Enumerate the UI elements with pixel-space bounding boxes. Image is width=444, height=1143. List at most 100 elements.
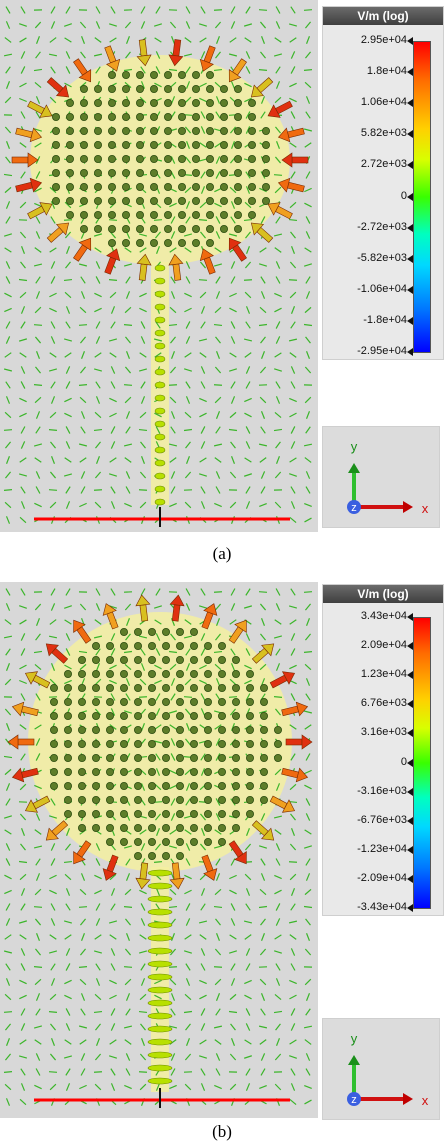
field-arrow-icon (109, 679, 117, 685)
colorbar-tick-marker-icon (407, 130, 413, 139)
field-arrow-icon (275, 6, 281, 14)
field-arrow-icon (230, 6, 236, 14)
field-dot-icon (78, 725, 87, 734)
field-dot-icon (66, 113, 75, 122)
field-arrow-icon (245, 486, 251, 494)
field-arrow-icon (215, 291, 221, 299)
field-arrow-icon (93, 1071, 103, 1073)
field-dot-icon (133, 781, 142, 790)
field-arrow-icon (304, 769, 312, 775)
field-arrow-icon (200, 6, 206, 14)
field-dot-icon (161, 781, 170, 790)
field-arrow-icon (184, 292, 192, 298)
field-arrow-icon (215, 813, 221, 821)
field-arrow-icon (229, 874, 237, 880)
field-arrow-icon (184, 96, 192, 104)
field-dot-icon (133, 628, 142, 637)
field-arrow-icon (185, 603, 191, 611)
field-arrow-icon (154, 352, 162, 358)
field-dot-icon (231, 795, 240, 804)
field-arrow-icon (170, 798, 176, 806)
field-dot-icon (161, 809, 170, 818)
field-dot-icon (80, 196, 89, 205)
field-arrow-icon (274, 708, 282, 716)
field-dot-icon (120, 656, 129, 665)
field-arrow-icon (65, 648, 71, 656)
field-dot-icon (177, 238, 186, 247)
field-arrow-icon (198, 23, 208, 27)
field-arrow-icon (304, 142, 312, 148)
field-arrow-icon (18, 473, 28, 477)
field-arrow-icon (33, 845, 43, 849)
field-arrow-icon (64, 605, 72, 609)
colorbar-tick-marker-icon (407, 99, 413, 108)
field-arrow-icon (65, 963, 71, 971)
field-dot-icon (122, 71, 131, 80)
field-arrow-icon (304, 845, 312, 849)
rim-arrow-head (73, 619, 86, 633)
field-arrow-icon (170, 156, 176, 164)
field-arrow-icon (35, 426, 41, 434)
rim-arrow-icon (73, 237, 92, 262)
field-arrow-icon (170, 738, 176, 746)
field-dot-icon (135, 168, 144, 177)
field-arrow-icon (275, 321, 281, 329)
field-arrow-icon (139, 934, 147, 940)
field-arrow-icon (170, 36, 176, 44)
field-dot-icon (80, 85, 89, 94)
field-arrow-icon (140, 783, 146, 791)
field-dot-icon (189, 823, 198, 832)
field-dot-icon (163, 238, 172, 247)
field-arrow-icon (20, 51, 26, 59)
field-arrow-icon (35, 291, 41, 299)
field-dot-icon (233, 99, 242, 108)
rim-arrow-icon (281, 767, 309, 783)
rim-arrow-head (199, 58, 214, 72)
field-arrow-icon (5, 321, 11, 329)
field-arrow-icon (65, 1083, 71, 1091)
field-arrow-icon (110, 1023, 116, 1031)
field-arrow-icon (304, 247, 312, 253)
field-arrow-icon (94, 501, 102, 509)
field-dot-icon (80, 99, 89, 108)
field-arrow-icon (34, 1084, 42, 1090)
field-dot-icon (233, 224, 242, 233)
field-dot-icon (231, 725, 240, 734)
field-dot-icon (122, 154, 131, 163)
field-arrow-icon (4, 619, 12, 625)
field-arrow-icon (153, 861, 163, 863)
field-arrow-icon (20, 381, 26, 389)
field-arrow-icon (65, 588, 71, 596)
field-dot-icon (231, 809, 240, 818)
field-arrow-icon (185, 21, 191, 29)
field-dot-icon (92, 823, 101, 832)
field-dot-icon (149, 238, 158, 247)
field-arrow-icon (260, 678, 266, 686)
field-arrow-icon (95, 843, 101, 851)
field-arrow-icon (184, 768, 192, 776)
field-dot-icon (122, 238, 131, 247)
field-arrow-icon (273, 815, 283, 819)
field-arrow-icon (185, 1023, 191, 1031)
field-arrow-icon (259, 306, 267, 314)
field-arrow-icon (154, 783, 162, 791)
field-arrow-icon (155, 51, 161, 59)
field-arrow-icon (19, 934, 27, 940)
field-arrow-icon (289, 352, 297, 358)
field-dot-icon (147, 809, 156, 818)
field-arrow-icon (290, 66, 296, 74)
field-arrow-icon (155, 588, 161, 596)
field-arrow-icon (65, 426, 71, 434)
field-dot-icon (189, 753, 198, 762)
ground-plane-line (34, 1098, 290, 1102)
field-arrow-icon (214, 1084, 222, 1090)
field-arrow-icon (78, 324, 88, 326)
field-arrow-icon (304, 306, 312, 314)
field-arrow-icon (185, 81, 191, 89)
field-dot-icon (177, 168, 186, 177)
field-dot-icon (191, 182, 200, 191)
field-arrow-icon (260, 858, 266, 866)
field-arrow-icon (305, 678, 311, 686)
field-arrow-icon (20, 111, 26, 119)
field-arrow-icon (244, 664, 252, 670)
